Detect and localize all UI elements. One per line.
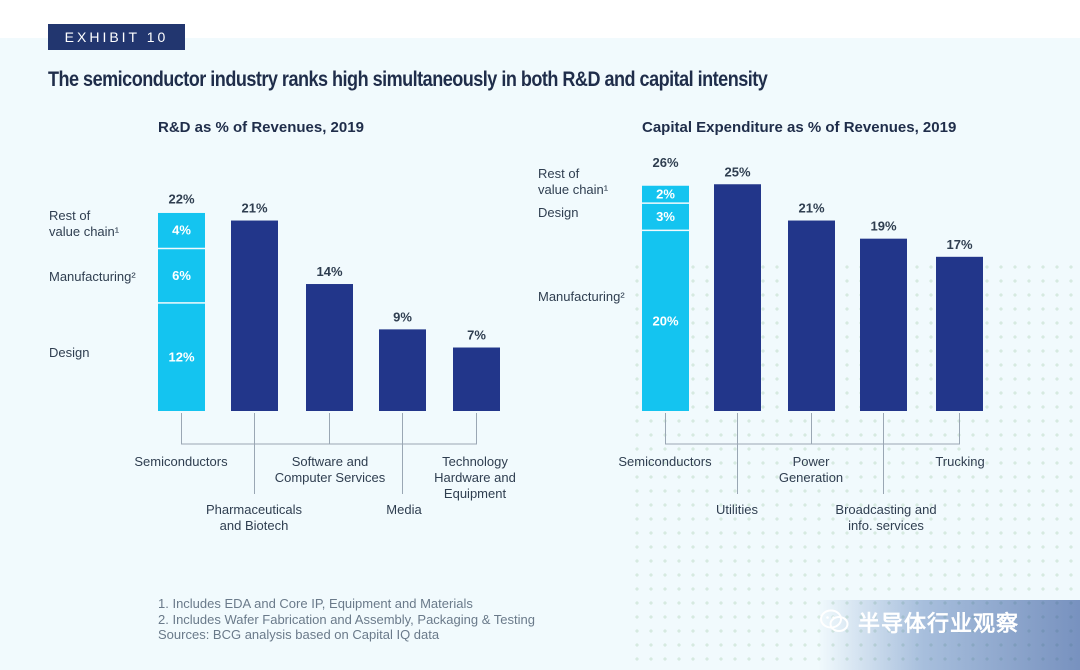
stack-segment-1-0: [642, 231, 689, 411]
category-label-0-3: Media: [386, 502, 422, 517]
category-label-0-4: Equipment: [444, 486, 507, 501]
value-label-0-3: 9%: [393, 309, 412, 324]
value-label-1-3: 19%: [870, 219, 896, 234]
stack-legend-1-0: value chain¹: [538, 182, 609, 197]
footnote-sources: Sources: BCG analysis based on Capital I…: [158, 627, 440, 642]
segment-label-0-2: 4%: [172, 223, 191, 238]
category-label-1-2: Power: [793, 454, 831, 469]
stack-legend-0-1: Manufacturing²: [49, 269, 136, 284]
stack-segment-0-1: [158, 249, 205, 303]
category-label-1-4: Trucking: [935, 454, 984, 469]
category-label-0-2: Software and: [292, 454, 369, 469]
bar-1-3: [860, 238, 907, 411]
stack-legend-1-2: Manufacturing²: [538, 289, 625, 304]
page-title: The semiconductor industry ranks high si…: [48, 68, 768, 91]
stack-legend-0-0: Rest of: [49, 208, 91, 223]
bar-0-2: [306, 284, 353, 411]
chart-title-rnd: R&D as % of Revenues, 2019: [158, 119, 364, 136]
bar-1-2: [788, 220, 835, 411]
bar-0-3: [379, 329, 426, 411]
value-label-0-4: 7%: [467, 328, 486, 343]
stack-legend-0-2: Design: [49, 345, 89, 360]
bar-1-4: [936, 256, 983, 411]
watermark-background: [818, 600, 1080, 670]
stack-segment-1-1: [642, 203, 689, 230]
segment-label-1-0: 20%: [652, 313, 678, 328]
category-label-0-4: Hardware and: [434, 470, 516, 485]
stack-legend-1-0: Rest of: [538, 166, 580, 181]
wechat-icon: [820, 609, 849, 632]
exhibit-label: EXHIBIT 10: [48, 24, 185, 50]
stack-legend-1-1: Design: [538, 205, 578, 220]
value-label-1-2: 21%: [798, 201, 824, 216]
category-label-1-1: Utilities: [716, 502, 758, 517]
category-label-1-2: Generation: [779, 470, 843, 485]
stack-segment-1-2: [642, 185, 689, 203]
category-label-0-1: Pharmaceuticals: [206, 502, 303, 517]
segment-label-1-2: 2%: [656, 186, 675, 201]
bar-1-1: [714, 184, 761, 411]
value-label-1-1: 25%: [724, 164, 750, 179]
segment-label-0-1: 6%: [172, 268, 191, 283]
category-label-0-2: Computer Services: [275, 470, 386, 485]
value-label-1-4: 17%: [946, 237, 972, 252]
footnotes: 1. Includes EDA and Core IP, Equipment a…: [158, 596, 535, 643]
category-label-1-0: Semiconductors: [618, 454, 712, 469]
bar-0-4: [453, 347, 500, 411]
value-label-0-1: 21%: [241, 201, 267, 216]
watermark-text: 半导体行业观察: [858, 611, 1020, 636]
bar-0-1: [231, 220, 278, 411]
segment-label-0-0: 12%: [168, 350, 194, 365]
category-label-0-0: Semiconductors: [134, 454, 228, 469]
category-label-0-4: Technology: [442, 454, 508, 469]
stack-legend-0-0: value chain¹: [49, 224, 120, 239]
value-label-0-2: 14%: [316, 264, 342, 279]
stack-segment-0-0: [158, 303, 205, 411]
footnote-1: 1. Includes EDA and Core IP, Equipment a…: [158, 596, 473, 611]
category-label-1-3: Broadcasting and: [835, 502, 936, 517]
chart-title-capex: Capital Expenditure as % of Revenues, 20…: [642, 119, 957, 136]
footnote-2: 2. Includes Wafer Fabrication and Assemb…: [158, 611, 535, 627]
stack-segment-0-2: [158, 212, 205, 248]
segment-label-1-1: 3%: [656, 209, 675, 224]
value-label-1-0: 26%: [652, 155, 678, 170]
category-label-0-1: and Biotech: [220, 518, 289, 533]
value-label-0-0: 22%: [168, 191, 194, 206]
category-label-1-3: info. services: [848, 518, 924, 533]
